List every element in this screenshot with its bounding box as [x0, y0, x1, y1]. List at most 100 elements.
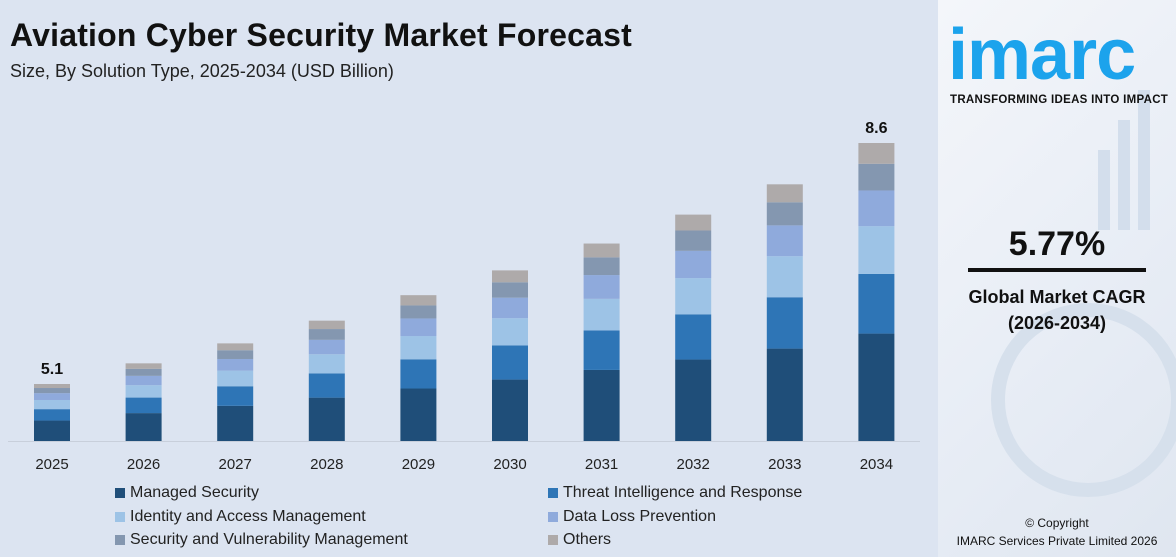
bar-segment-security-and-vulnerability-management: [858, 163, 895, 191]
bar-segment-identity-and-access-management: [492, 318, 528, 346]
copyright-text: © Copyright: [1025, 516, 1089, 530]
bar-segment-others: [583, 243, 620, 258]
legend-label: Others: [563, 531, 612, 548]
bar-segment-managed-security: [675, 359, 712, 441]
legend-label: Managed Security: [130, 484, 259, 501]
bar-segment-managed-security: [492, 379, 528, 441]
bar-segment-data-loss-prevention: [217, 358, 254, 371]
divider: [968, 268, 1146, 272]
bar-segment-others: [34, 384, 70, 389]
bar-segment-others: [766, 184, 803, 203]
legend-item: Others: [548, 531, 611, 549]
bar-segment-threat-intelligence-and-response: [583, 330, 620, 370]
cagr-value: 5.77%: [1008, 225, 1106, 263]
bar-segment-security-and-vulnerability-management: [34, 388, 70, 394]
bar-segment-identity-and-access-management: [858, 226, 895, 274]
copyright: © Copyright IMARC Services Private Limit…: [938, 514, 1176, 550]
total-label: 5.1: [41, 361, 63, 378]
bar-segment-security-and-vulnerability-management: [217, 350, 254, 359]
legend-label: Identity and Access Management: [130, 507, 366, 525]
legend-swatch: [115, 488, 125, 498]
bar-segment-identity-and-access-management: [308, 354, 345, 374]
decor-bar: [1098, 150, 1110, 230]
x-tick-label: 2033: [768, 456, 801, 473]
x-tick-label: 2031: [585, 456, 618, 473]
bar-segment-identity-and-access-management: [583, 298, 620, 331]
bar-segment-data-loss-prevention: [858, 190, 895, 227]
stacked-bar-chart: 2025 5.1 2026 2027 2028 2029 2030 2031 2032 2033 2…: [8, 120, 920, 473]
legend-swatch: [548, 511, 558, 522]
bar-segment-data-loss-prevention: [400, 318, 437, 337]
total-label: 8.6: [865, 120, 887, 137]
bar-segment-managed-security: [34, 420, 70, 441]
bar-segment-managed-security: [125, 413, 162, 441]
bar-segment-threat-intelligence-and-response: [858, 273, 895, 334]
bar-segment-identity-and-access-management: [766, 256, 803, 298]
bar-segment-security-and-vulnerability-management: [675, 230, 712, 251]
bar-segment-managed-security: [583, 369, 620, 441]
bar-segment-security-and-vulnerability-management: [583, 257, 620, 276]
x-tick-label: 2034: [860, 456, 893, 473]
legend-item: Threat Intelligence and Response: [548, 484, 802, 502]
legend-label: Data Loss Prevention: [563, 507, 716, 525]
bar-segment-threat-intelligence-and-response: [308, 373, 345, 398]
bar-segment-threat-intelligence-and-response: [400, 359, 437, 389]
tagline: TRANSFORMING IDEAS INTO IMPACT: [950, 94, 1169, 106]
bar-segment-data-loss-prevention: [308, 339, 345, 355]
bar-segment-data-loss-prevention: [766, 225, 803, 257]
bar-segment-threat-intelligence-and-response: [492, 345, 528, 380]
chart-panel: Aviation Cyber Security Market Forecast …: [8, 17, 920, 549]
bar-segment-threat-intelligence-and-response: [34, 409, 70, 421]
x-tick-label: 2029: [402, 456, 435, 473]
legend-swatch: [548, 488, 558, 498]
bar-segment-security-and-vulnerability-management: [400, 305, 437, 319]
legend-label: Threat Intelligence and Response: [563, 484, 803, 501]
x-tick-label: 2030: [493, 456, 526, 473]
legend-swatch: [548, 535, 558, 545]
x-tick-label: 2028: [310, 456, 343, 473]
x-tick-label: 2027: [219, 456, 252, 473]
bar-segment-others: [400, 295, 437, 306]
legend-label: Security and Vulnerability Management: [130, 531, 408, 548]
bar-segment-others: [492, 270, 528, 283]
bar-segment-threat-intelligence-and-response: [217, 386, 254, 406]
bar-segment-identity-and-access-management: [675, 278, 712, 315]
legend-item: Managed Security: [115, 484, 259, 502]
imarc-logo: imarc: [948, 15, 1136, 95]
bar-segment-others: [675, 214, 712, 231]
bar-segment-identity-and-access-management: [125, 385, 162, 398]
company-name: IMARC Services Private Limited 2026: [956, 534, 1158, 548]
bar-segment-data-loss-prevention: [125, 375, 162, 386]
bar-segment-security-and-vulnerability-management: [766, 202, 803, 226]
bar-segment-managed-security: [308, 397, 345, 441]
cagr-label-text: Global Market CAGR: [968, 287, 1146, 307]
bar-segment-security-and-vulnerability-management: [308, 329, 345, 340]
chart-subtitle: Size, By Solution Type, 2025-2034 (USD B…: [10, 61, 394, 81]
bar-segment-identity-and-access-management: [217, 370, 254, 387]
decor-bar: [1138, 90, 1150, 230]
legend-swatch: [115, 511, 125, 522]
legend-item: Security and Vulnerability Management: [115, 531, 408, 549]
bar-segment-threat-intelligence-and-response: [125, 397, 162, 414]
sidebar-panel: imarc TRANSFORMING IDEAS INTO IMPACT 5.7…: [938, 0, 1176, 557]
bar-segment-data-loss-prevention: [583, 275, 620, 299]
x-tick-label: 2026: [127, 456, 160, 473]
bar-segment-security-and-vulnerability-management: [125, 368, 162, 376]
cagr-period: (2026-2034): [1007, 313, 1107, 333]
bar-segment-data-loss-prevention: [34, 393, 70, 400]
legend-item: Identity and Access Management: [115, 508, 366, 526]
bar-segment-identity-and-access-management: [34, 399, 70, 410]
bar-segment-security-and-vulnerability-management: [492, 282, 528, 298]
bar-segment-managed-security: [858, 333, 895, 441]
chart-title: Aviation Cyber Security Market Forecast: [10, 17, 632, 53]
bar-segment-others: [217, 343, 254, 351]
bar-segment-others: [858, 143, 895, 164]
bar-segment-threat-intelligence-and-response: [766, 297, 803, 349]
legend-swatch: [115, 535, 125, 545]
bar-segment-threat-intelligence-and-response: [675, 314, 712, 360]
decor-circle: [991, 303, 1176, 497]
cagr-label: Global Market CAGR (2026-2034): [938, 284, 1176, 336]
x-tick-label: 2032: [677, 456, 710, 473]
bar-segment-managed-security: [400, 388, 437, 441]
legend-item: Data Loss Prevention: [548, 508, 716, 526]
